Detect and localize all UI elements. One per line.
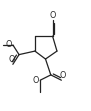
Text: O: O: [49, 11, 56, 20]
Text: O: O: [33, 76, 39, 85]
Text: O: O: [5, 40, 12, 49]
Text: O: O: [59, 71, 65, 80]
Text: O: O: [9, 55, 15, 64]
